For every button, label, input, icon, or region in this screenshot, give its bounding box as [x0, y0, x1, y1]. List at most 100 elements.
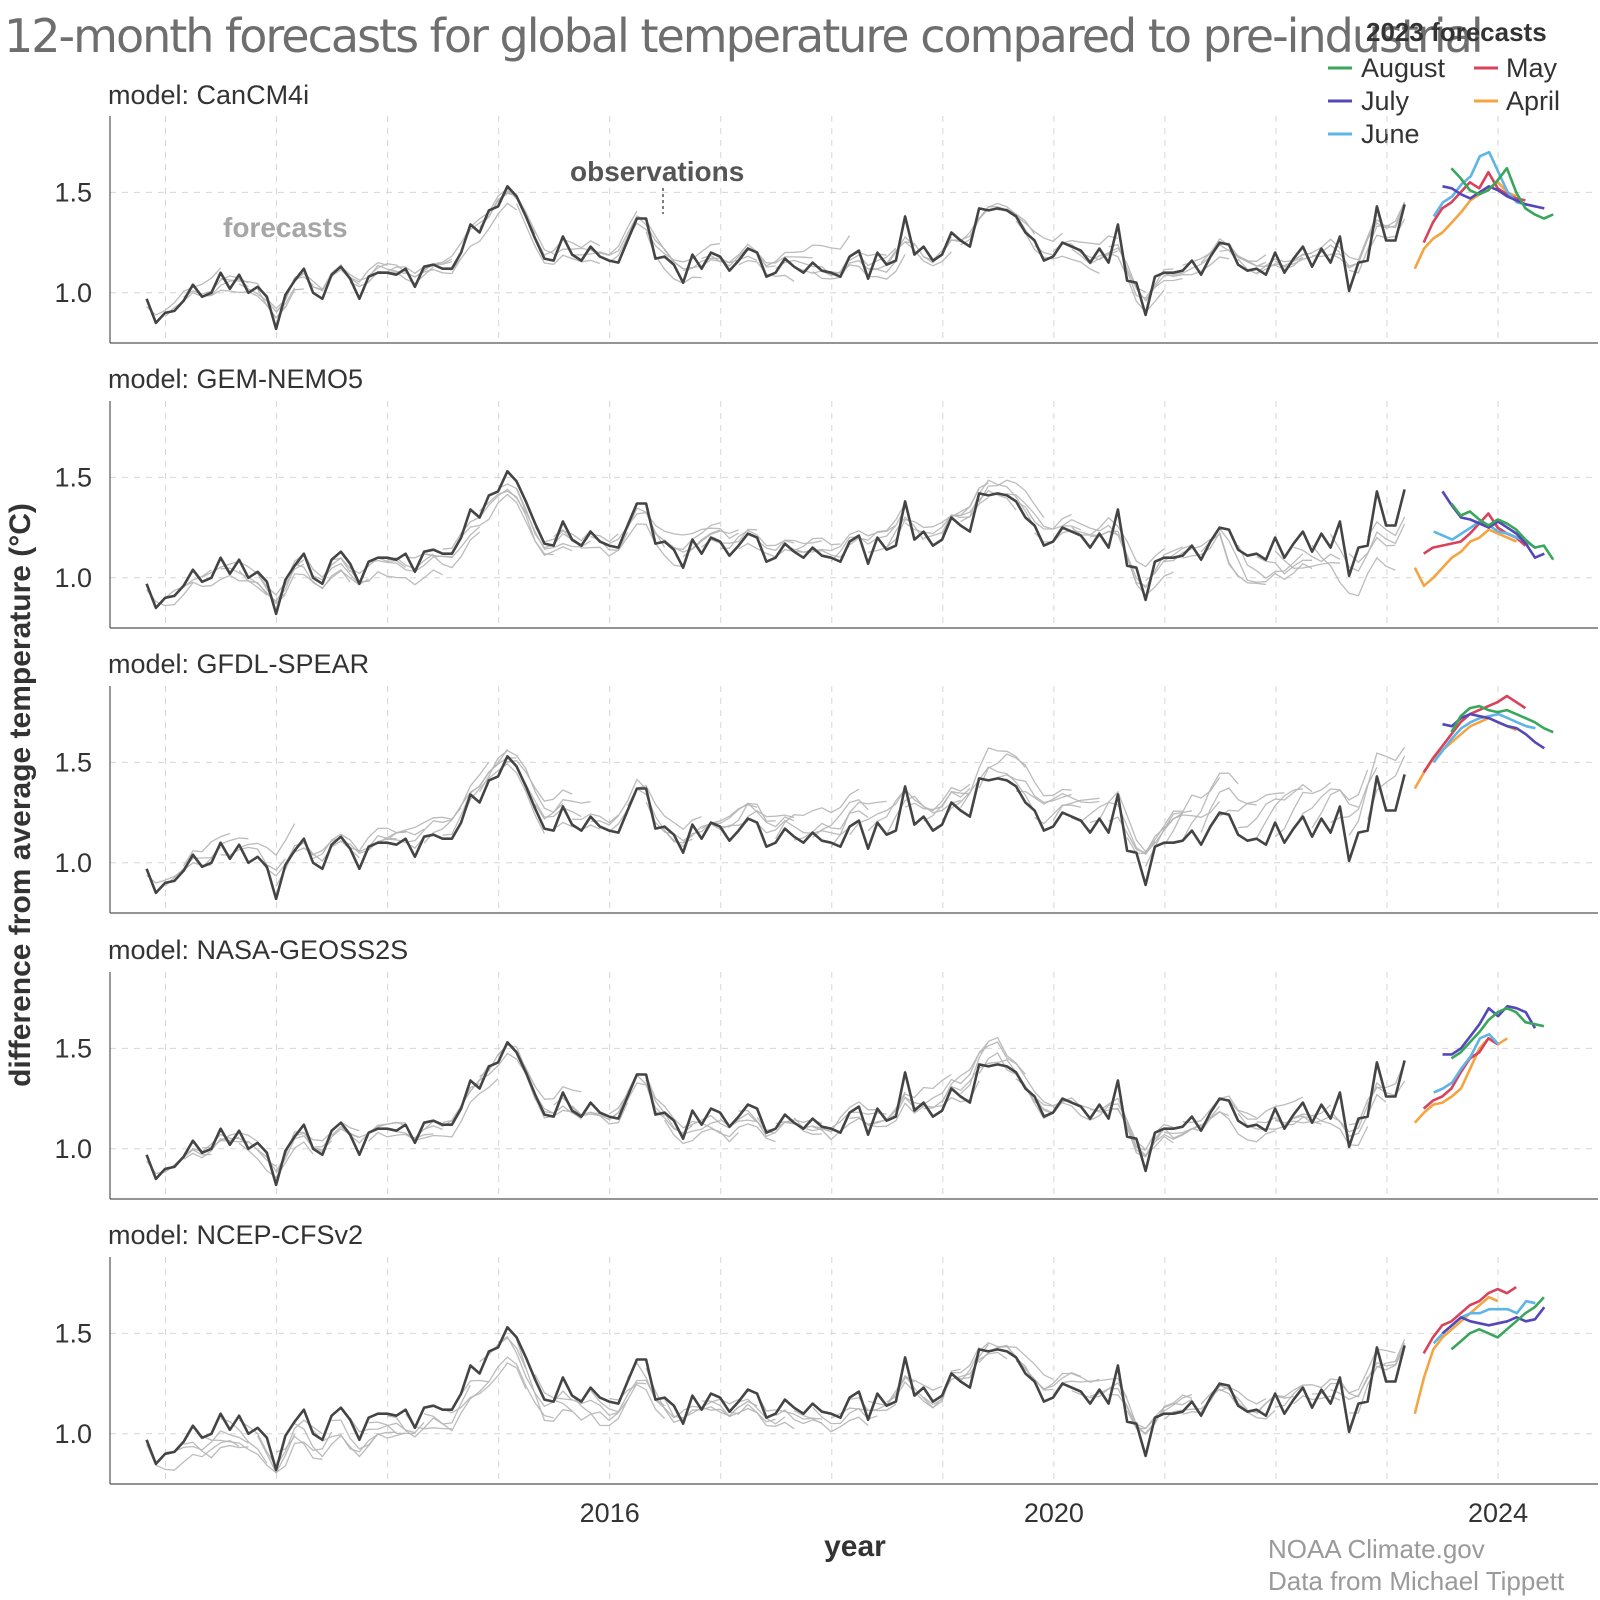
hindcast-line	[608, 787, 693, 844]
y-tick-label: 1.5	[54, 1318, 92, 1348]
hindcast-line	[1274, 1376, 1369, 1408]
hindcast-line	[1238, 783, 1313, 829]
hindcast-line	[479, 490, 573, 557]
hindcast-line	[1182, 772, 1239, 841]
hindcast-line	[405, 761, 490, 843]
forecast-line-may	[1422, 1037, 1499, 1110]
forecast-line-april	[1413, 181, 1518, 270]
hindcast-line	[812, 507, 906, 552]
hindcast-line	[534, 798, 591, 820]
hindcast-line	[1052, 797, 1100, 821]
forecast-line-may	[1422, 1286, 1517, 1355]
hindcast-line	[1182, 1388, 1276, 1420]
observations-line	[145, 1326, 1406, 1472]
y-axis-label: difference from average temperature (°C)	[4, 503, 37, 1087]
legend-label-june: June	[1361, 119, 1420, 149]
hindcast-line	[183, 574, 268, 596]
hindcast-line	[1348, 746, 1406, 836]
legend-label-april: April	[1506, 86, 1560, 116]
y-tick-label: 1.0	[54, 278, 92, 308]
hindcast-line	[164, 1133, 249, 1172]
hindcast-line	[793, 251, 887, 277]
hindcast-line	[460, 192, 517, 251]
hindcast-line	[405, 526, 481, 559]
hindcast-line	[627, 222, 721, 263]
hindcast-line	[516, 488, 573, 549]
hindcast-line	[1200, 1383, 1248, 1411]
hindcast-line	[1348, 206, 1406, 274]
hindcast-line	[1052, 1102, 1146, 1152]
panel-label: model: NASA-GEOSS2S	[108, 935, 408, 965]
hindcast-line	[386, 261, 453, 275]
hindcast-line	[682, 1400, 758, 1417]
hindcast-line	[1034, 804, 1082, 825]
hindcast-line	[1071, 516, 1165, 568]
hindcast-line	[1089, 790, 1183, 853]
hindcast-line	[775, 788, 860, 840]
hindcast-line	[201, 1433, 296, 1474]
hindcast-line	[1256, 252, 1313, 274]
hindcast-line	[312, 1429, 397, 1453]
hindcast-line	[867, 1377, 943, 1407]
hindcast-line	[164, 569, 212, 599]
hindcast-line	[183, 832, 231, 867]
observations-line	[145, 754, 1406, 901]
hindcast-line	[1311, 544, 1396, 597]
hindcast-line	[312, 833, 397, 859]
hindcast-line	[572, 813, 619, 824]
forecast-line-april	[1413, 1295, 1499, 1415]
forecast-line-august	[1450, 166, 1554, 220]
hindcast-line	[442, 756, 517, 836]
hindcast-line	[701, 1112, 758, 1129]
hindcast-line	[201, 837, 249, 868]
panel-model-ncep-cfsv2: model: NCEP-CFSv2 1.0 1.5	[54, 1220, 1598, 1485]
hindcast-line	[997, 493, 1082, 531]
hindcast-line	[719, 1398, 795, 1430]
y-tick-label: 1.0	[54, 1419, 92, 1449]
legend-label-july: July	[1361, 86, 1410, 116]
observations-line	[145, 185, 1406, 331]
hindcast-line	[664, 1119, 740, 1145]
forecast-line-may	[1422, 694, 1527, 774]
hindcast-line	[1293, 546, 1341, 563]
hindcast-line	[572, 210, 638, 256]
hindcast-line	[923, 788, 971, 822]
x-tick-label: 2016	[580, 1498, 640, 1528]
forecast-line-june	[1433, 1033, 1500, 1094]
hindcast-line	[645, 1367, 740, 1424]
hindcast-line	[978, 753, 1072, 797]
panel-label: model: GEM-NEMO5	[108, 364, 363, 394]
hindcast-line	[775, 1409, 823, 1425]
panel-model-cancm4i: model: CanCM4i 1.0 1.5	[54, 80, 1598, 344]
hindcast-line	[1108, 530, 1183, 589]
hindcast-line	[793, 810, 869, 841]
forecast-line-april	[1413, 716, 1518, 790]
hindcast-line	[497, 760, 573, 802]
hindcast-line	[238, 823, 296, 857]
forecast-line-july	[1442, 1004, 1537, 1056]
hindcast-line	[1219, 1096, 1304, 1120]
hindcast-line	[294, 836, 342, 856]
observations-line	[145, 469, 1406, 616]
hindcast-line	[738, 810, 795, 830]
hindcast-line	[460, 493, 554, 556]
hindcast-line	[867, 788, 961, 832]
hindcast-line	[331, 1419, 406, 1450]
hindcast-line	[738, 1398, 786, 1425]
hindcast-line	[627, 784, 702, 831]
hindcast-line	[682, 820, 749, 844]
x-tick-labels: 2016 2020 2024	[580, 1498, 1528, 1528]
hindcast-line	[682, 529, 739, 558]
hindcasts	[146, 1335, 1406, 1474]
credit-line-2: Data from Michael Tippett	[1268, 1566, 1565, 1596]
hindcast-line	[165, 1430, 249, 1453]
forecast-line-july	[1442, 185, 1545, 210]
hindcast-line	[590, 215, 675, 263]
hindcast-line	[830, 800, 887, 848]
hindcast-line	[368, 1421, 415, 1435]
panel-model-gem-nemo5: model: GEM-NEMO5 1.0 1.5	[54, 364, 1598, 629]
hindcast-line	[146, 582, 194, 607]
hindcast-line	[405, 1078, 499, 1141]
hindcast-line	[257, 1431, 333, 1474]
